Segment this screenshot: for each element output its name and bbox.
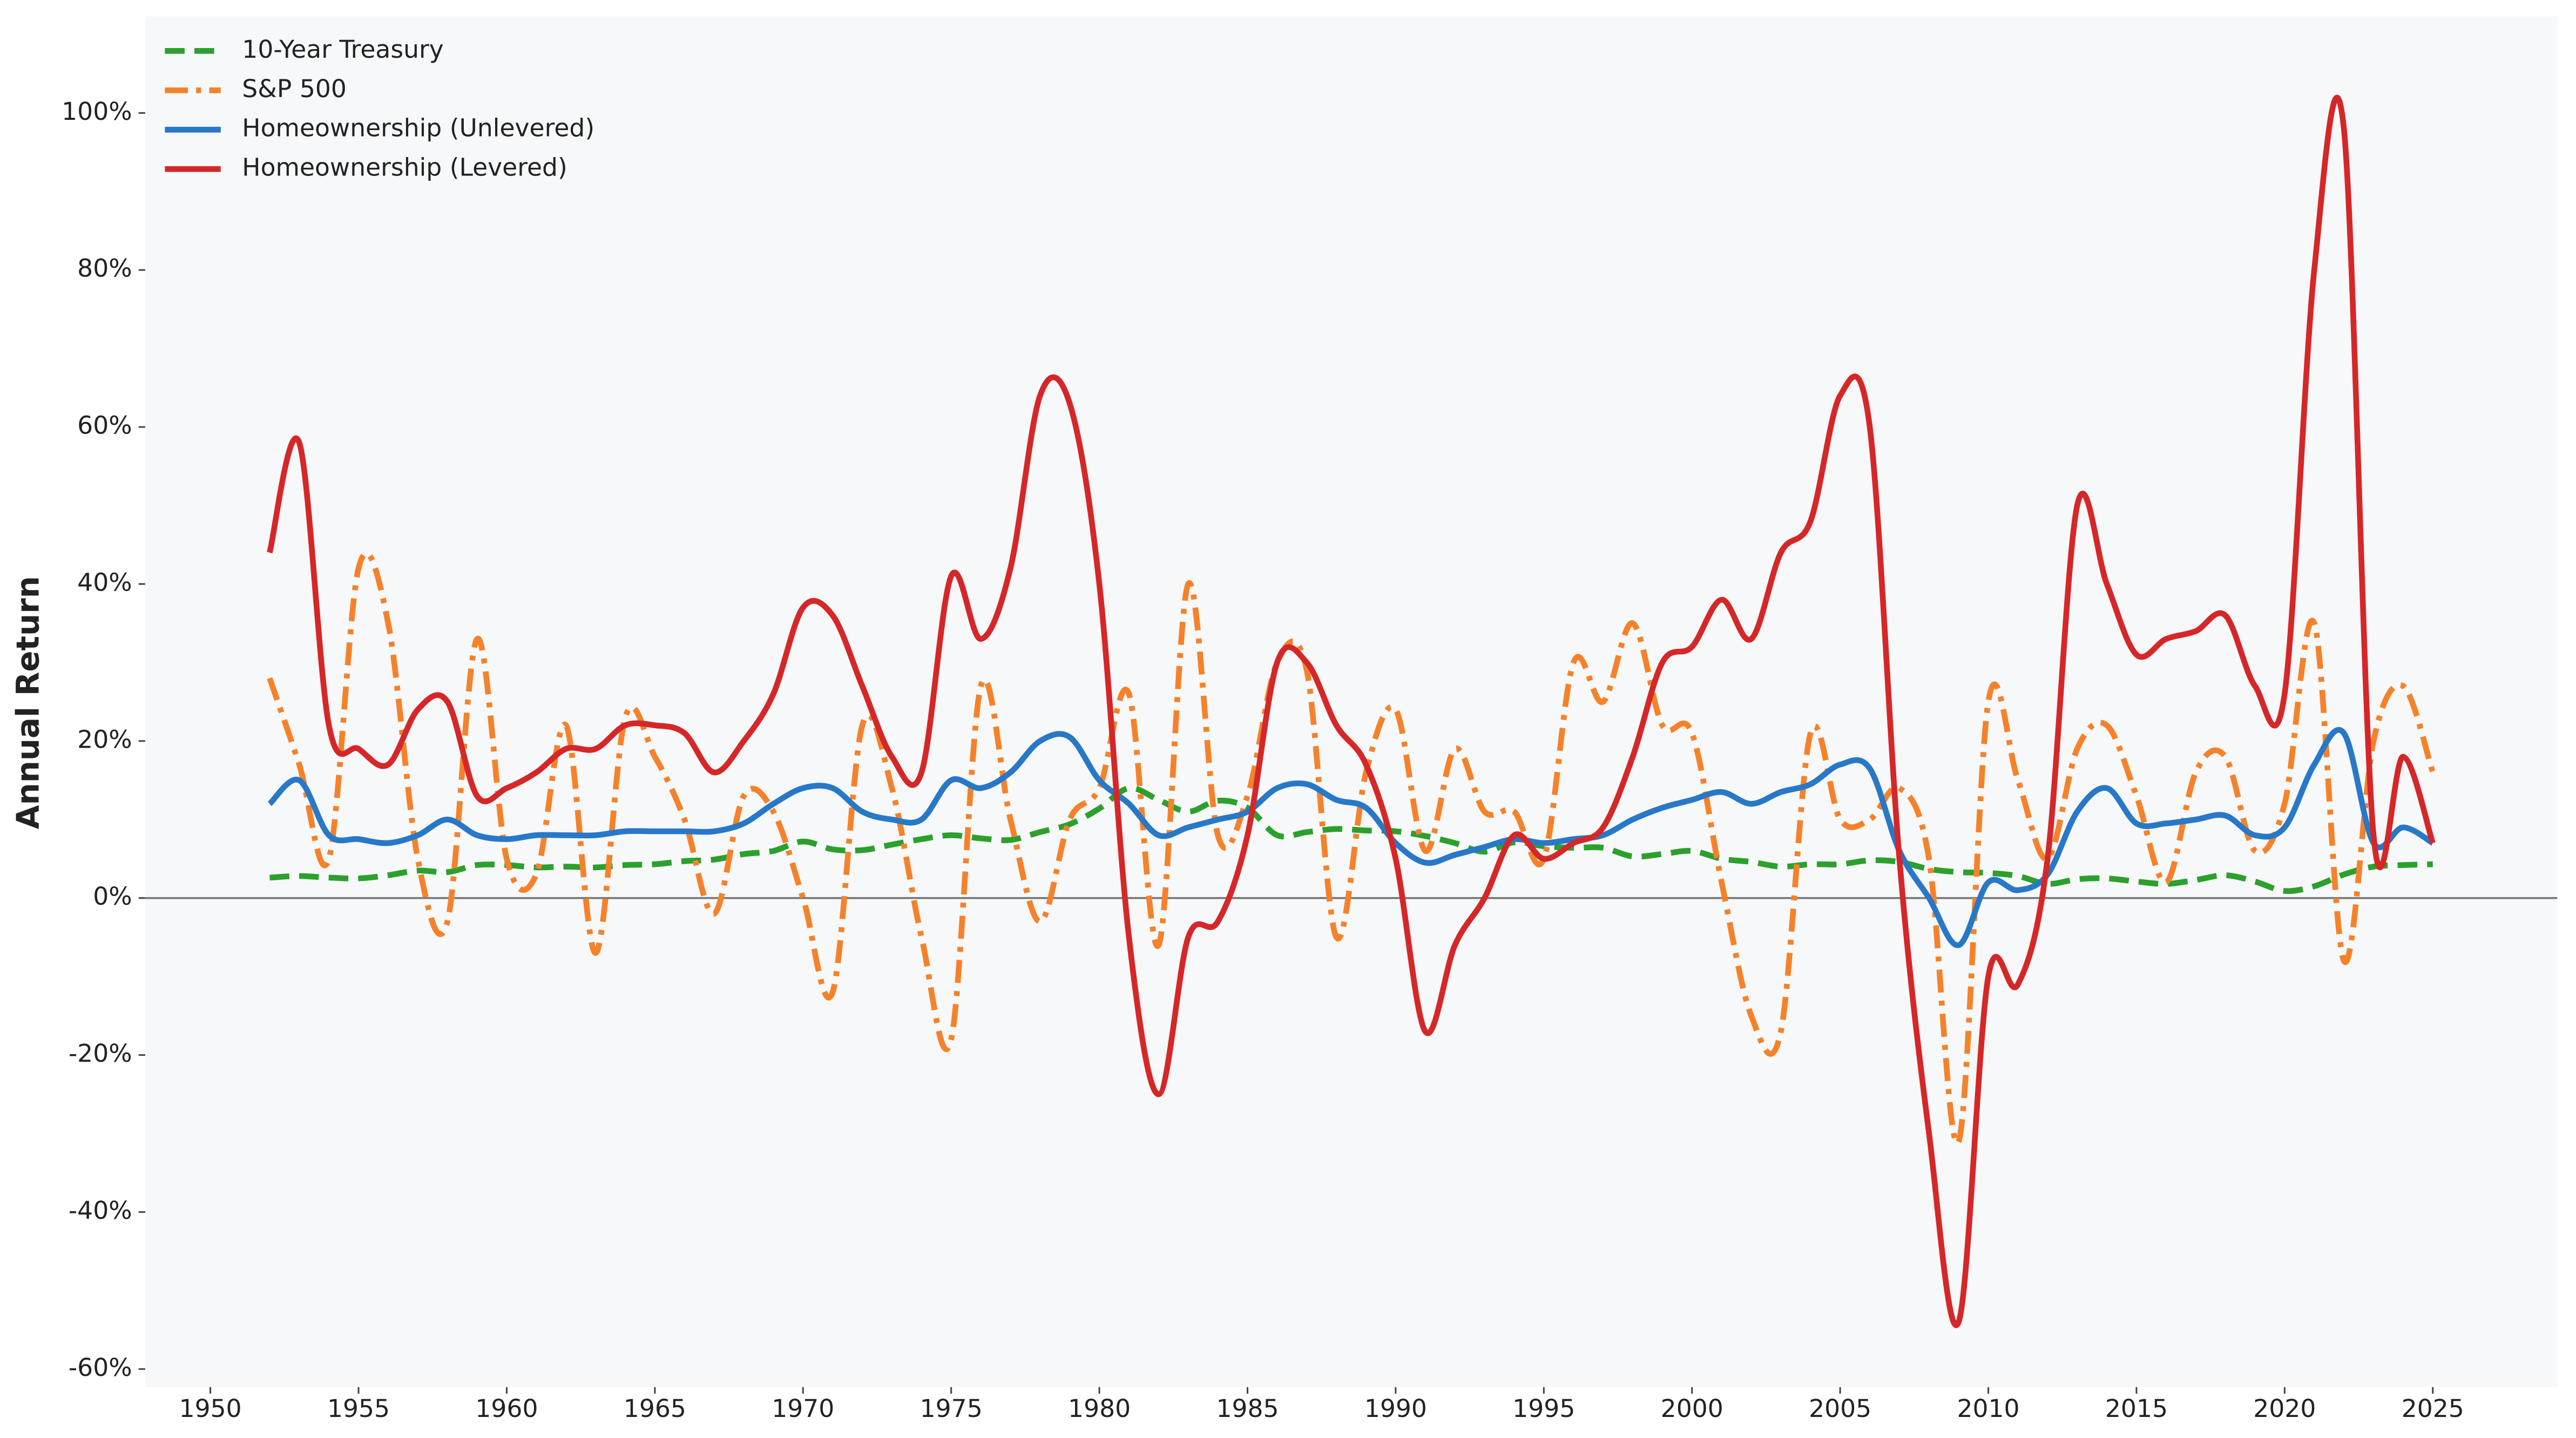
- x-tick-label: 1980: [1068, 1394, 1131, 1423]
- x-tick-label: 2025: [2402, 1394, 2464, 1423]
- x-tick-label: 2000: [1661, 1394, 1723, 1423]
- y-tick-label: 40%: [77, 568, 132, 596]
- y-tick-label: -60%: [69, 1353, 132, 1382]
- series-line: [269, 785, 2433, 894]
- legend-label: Homeownership (Levered): [242, 153, 567, 182]
- y-tick-label: -20%: [69, 1039, 132, 1068]
- y-tick-label: 0%: [93, 882, 132, 911]
- x-tick-label: 1975: [920, 1394, 983, 1423]
- x-tick-label: 1960: [475, 1394, 538, 1423]
- legend-label: Homeownership (Unlevered): [242, 114, 594, 143]
- x-tick-label: 2005: [1809, 1394, 1871, 1423]
- series-line: [267, 94, 2436, 1328]
- y-tick-label: 100%: [62, 97, 132, 126]
- x-tick-label: 1990: [1364, 1394, 1427, 1423]
- x-tick-label: 1950: [179, 1394, 242, 1423]
- y-tick-label: 80%: [77, 254, 132, 283]
- y-tick-label: 60%: [77, 411, 132, 440]
- y-axis-label: Annual Return: [10, 576, 46, 829]
- plot-area: [145, 16, 2558, 1387]
- x-tick-label: 2020: [2253, 1394, 2316, 1423]
- x-tick-label: 2015: [2105, 1394, 2168, 1423]
- y-tick-label: -40%: [69, 1196, 132, 1225]
- x-tick-label: 1955: [327, 1394, 390, 1423]
- legend-label: S&P 500: [242, 74, 347, 103]
- x-tick-label: 1965: [624, 1394, 686, 1423]
- legend-label: 10-Year Treasury: [242, 35, 443, 64]
- x-tick-label: 1970: [772, 1394, 834, 1423]
- y-tick-label: 20%: [77, 725, 132, 754]
- x-tick-label: 1985: [1216, 1394, 1279, 1423]
- series-line: [267, 551, 2436, 1147]
- x-tick-label: 2010: [1957, 1394, 2019, 1423]
- x-tick-label: 1995: [1512, 1394, 1575, 1423]
